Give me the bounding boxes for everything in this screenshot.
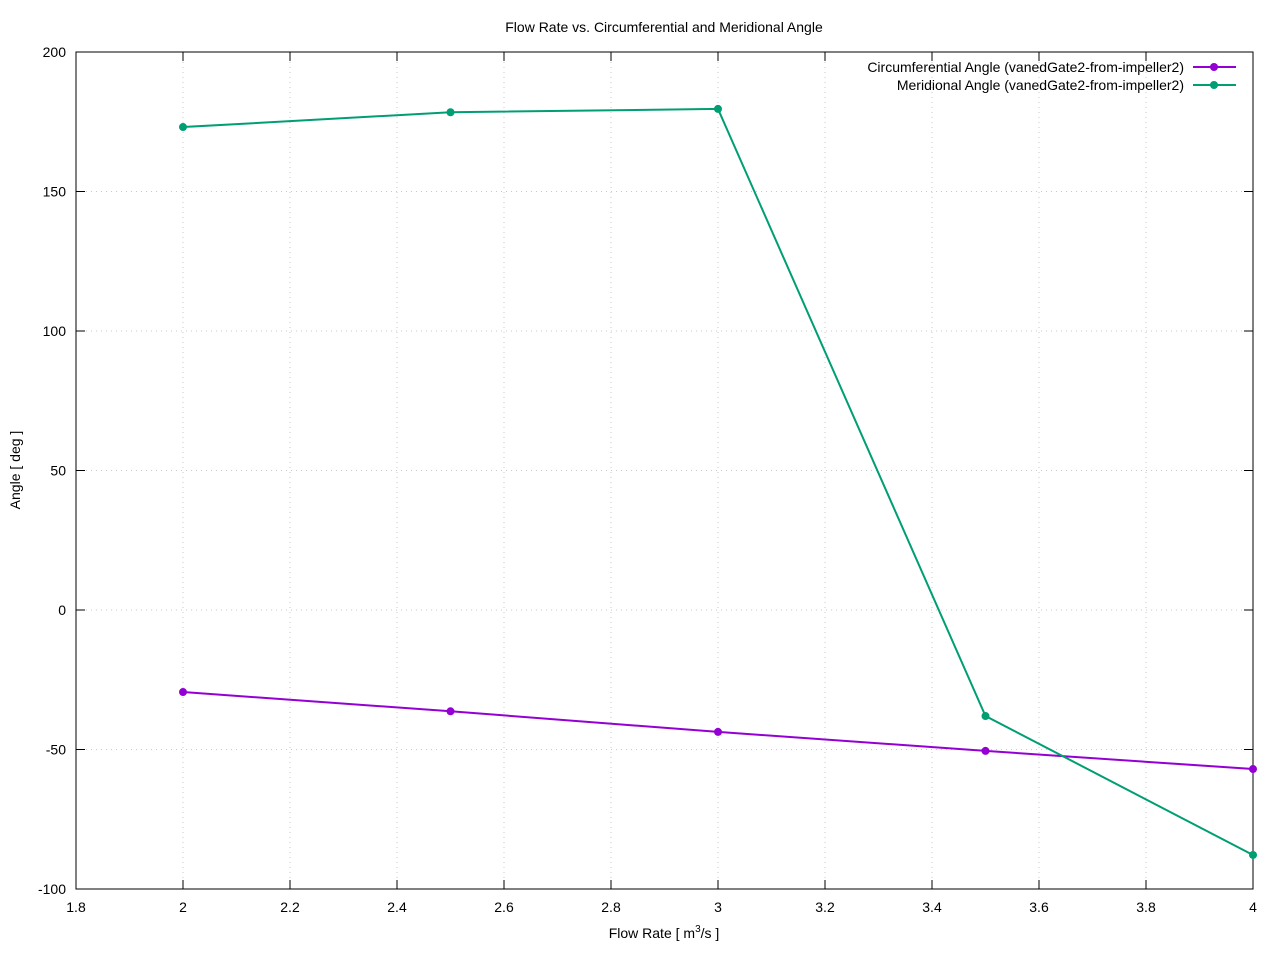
y-tick-label: 0: [58, 602, 66, 618]
x-tick-label: 3: [714, 899, 722, 915]
y-tick-label: 100: [43, 323, 67, 339]
x-tick-label: 2: [179, 899, 187, 915]
data-point: [179, 688, 187, 697]
data-point: [714, 727, 722, 736]
y-tick-label: 150: [43, 184, 67, 200]
x-tick-label: 4: [1249, 899, 1257, 915]
data-point: [179, 123, 187, 132]
y-axis-label: Angle [ deg ]: [7, 431, 23, 510]
y-tick-label: 200: [43, 44, 67, 60]
x-tick-label: 3.2: [815, 899, 835, 915]
x-tick-label: 3.6: [1029, 899, 1049, 915]
plot-border: [75, 51, 1254, 890]
ticks: 1.8 2 2.2 2.4 2.6 2.8 3 3.2 3.4 3.6 3.8 4 -100 -50 0 50…: [38, 44, 1257, 915]
x-tick-label: 3.8: [1136, 899, 1156, 915]
legend-label: Meridional Angle (vanedGate2-from-impell…: [897, 77, 1184, 93]
series-group: [179, 104, 1257, 859]
data-point: [981, 712, 990, 721]
legend-label: Circumferential Angle (vanedGate2-from-i…: [867, 59, 1184, 75]
y-tick-label: 50: [50, 463, 66, 479]
data-point: [1249, 850, 1257, 859]
x-tick-label: 2.2: [280, 899, 300, 915]
legend: Circumferential Angle (vanedGate2-from-i…: [867, 59, 1236, 93]
chart-title: Flow Rate vs. Circumferential and Meridi…: [505, 19, 823, 35]
data-point: [714, 104, 722, 113]
x-tick-label: 2.8: [601, 899, 621, 915]
x-tick-label: 3.4: [922, 899, 942, 915]
data-point: [1249, 765, 1257, 774]
x-tick-label: 2.4: [387, 899, 407, 915]
data-point: [446, 108, 455, 117]
x-axis-label: Flow Rate [ m3/s ]: [609, 924, 720, 941]
x-tick-label: 2.6: [494, 899, 514, 915]
legend-marker: [1210, 81, 1218, 89]
y-tick-label: -100: [38, 881, 66, 897]
grid: [76, 52, 1253, 889]
series-line: [182, 107, 1254, 856]
data-point: [446, 707, 455, 716]
x-tick-label: 1.8: [66, 899, 86, 915]
data-point: [981, 746, 990, 755]
legend-marker: [1210, 63, 1218, 71]
y-tick-label: -50: [46, 742, 66, 758]
